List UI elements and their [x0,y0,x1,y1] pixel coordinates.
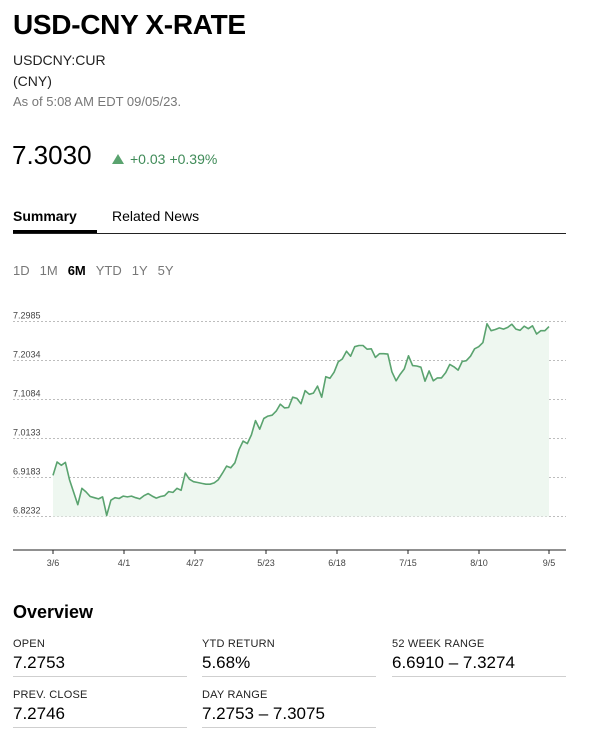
y-tick-label: 7.0133 [13,428,41,438]
price-change: +0.03 +0.39% [112,151,217,167]
range-1m[interactable]: 1M [39,263,58,278]
overview-value: 5.68% [202,653,251,672]
price-area [53,323,549,517]
overview-label: OPEN [13,638,45,650]
up-arrow-icon [112,154,124,164]
y-tick-label: 6.8232 [13,506,41,516]
x-tick-label: 5/23 [257,558,275,568]
overview-label: DAY RANGE [202,689,268,701]
overview-label: PREV. CLOSE [13,689,88,701]
tab-summary[interactable]: Summary [13,208,77,224]
x-tick-label: 3/6 [47,558,60,568]
overview-value: 7.2753 [13,653,65,672]
overview-day-range: DAY RANGE 7.2753 – 7.3075 [202,689,376,728]
overview-value: 6.6910 – 7.3274 [392,653,515,672]
overview-open: OPEN 7.2753 [13,638,187,677]
y-tick-label: 7.2985 [13,311,41,321]
range-selector: 1D 1M 6M YTD 1Y 5Y [13,263,184,278]
tab-bar: Summary Related News [13,206,566,234]
x-tick-label: 9/5 [543,558,556,568]
price-line [52,323,550,517]
y-tick-label: 6.9183 [13,467,41,477]
overview-ytd-return: YTD RETURN 5.68% [202,638,376,677]
y-tick-label: 7.1084 [13,389,41,399]
current-price: 7.3030 [12,140,92,170]
page-title: USD-CNY X-RATE [13,9,246,40]
range-ytd[interactable]: YTD [95,263,122,278]
range-5y[interactable]: 5Y [157,263,174,278]
overview-label: 52 WEEK RANGE [392,638,485,650]
price-chart[interactable]: 7.2985 7.2034 7.1084 7.0133 6.9183 6.8232 3/6 4… [0,300,590,575]
range-1d[interactable]: 1D [13,263,30,278]
change-percent: +0.39% [169,151,218,167]
overview-label: YTD RETURN [202,638,275,650]
as-of-timestamp: As of 5:08 AM EDT 09/05/23. [13,94,182,109]
x-tick-label: 8/10 [470,558,488,568]
currency-label: (CNY) [13,73,52,89]
x-tick-label: 4/27 [186,558,204,568]
range-1y[interactable]: 1Y [131,263,148,278]
ticker-symbol: USDCNY:CUR [13,52,106,68]
change-value: +0.03 [130,151,166,167]
active-tab-indicator [13,230,97,233]
x-tick-label: 6/18 [328,558,346,568]
overview-value: 7.2746 [13,704,65,723]
overview-prev-close: PREV. CLOSE 7.2746 [13,689,187,728]
tab-related-news[interactable]: Related News [112,208,200,224]
overview-title: Overview [13,602,94,622]
overview-value: 7.2753 – 7.3075 [202,704,325,723]
x-tick-label: 7/15 [399,558,417,568]
overview-52-week-range: 52 WEEK RANGE 6.6910 – 7.3274 [392,638,566,677]
range-6m[interactable]: 6M [67,263,86,278]
y-tick-label: 7.2034 [13,350,41,360]
x-tick-label: 4/1 [118,558,131,568]
